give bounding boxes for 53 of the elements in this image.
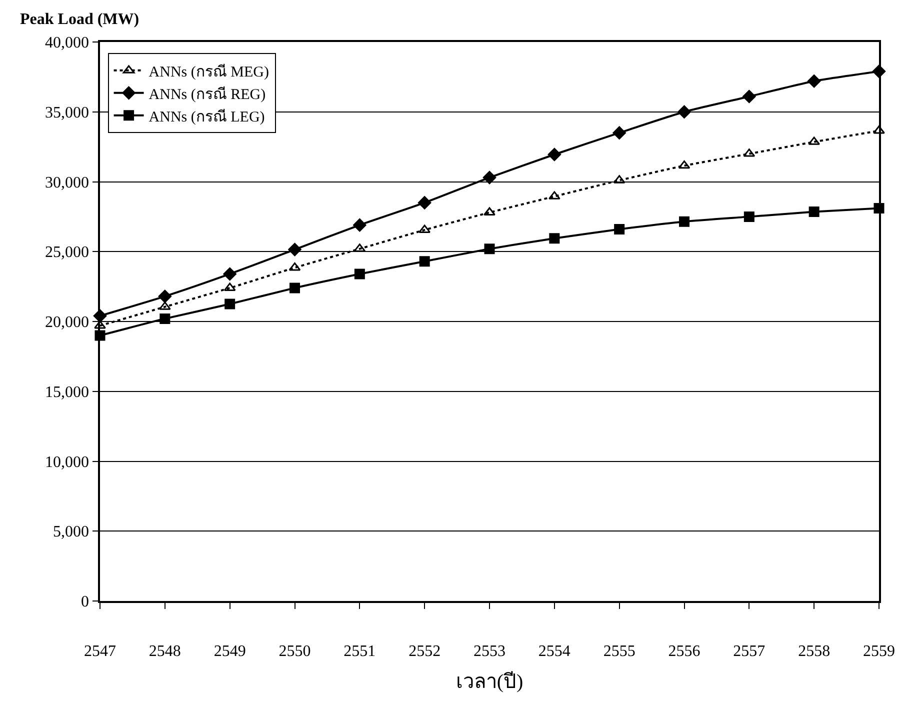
point — [484, 207, 496, 216]
point — [290, 282, 300, 294]
x-tick-label: 2550 — [278, 642, 311, 660]
x-tick-label: 2559 — [863, 642, 895, 660]
point — [742, 90, 756, 104]
x-tick-label: 2548 — [148, 642, 181, 660]
point — [679, 216, 690, 227]
x-tick-label: 2552 — [408, 642, 441, 660]
y-tick-label: 5,000 — [53, 524, 90, 541]
point — [158, 290, 172, 303]
x-tick-label: 2555 — [603, 642, 636, 660]
point — [224, 298, 236, 310]
x-tick-label: 2547 — [84, 642, 116, 660]
point — [419, 256, 430, 267]
x-tick-label: 2554 — [538, 642, 570, 660]
x-tick-label: 2557 — [733, 642, 766, 660]
point — [160, 313, 170, 324]
point — [354, 268, 365, 280]
legend-label: ANNs (กรณี REG) — [148, 86, 266, 103]
x-tick-label: 2551 — [344, 642, 376, 660]
point — [484, 244, 495, 254]
point — [353, 218, 366, 232]
y-axis-title: Peak Load (MW) — [20, 11, 140, 28]
y-tick-label: 0 — [81, 594, 90, 611]
point — [288, 262, 301, 271]
point — [614, 224, 625, 235]
legend-label: ANNs (กรณี LEG) — [148, 108, 265, 126]
point — [418, 196, 432, 210]
y-tick-label: 20,000 — [45, 314, 90, 332]
point — [288, 242, 302, 256]
x-axis-title: เวลา(ปี) — [456, 670, 524, 693]
y-tick-label: 30,000 — [45, 174, 90, 192]
point — [678, 160, 690, 169]
y-tick-label: 25,000 — [45, 244, 90, 262]
point — [678, 105, 691, 118]
x-tick-label: 2549 — [214, 642, 246, 660]
y-tick-label: 15,000 — [45, 384, 90, 401]
point — [873, 125, 885, 134]
y-tick-label: 10,000 — [45, 454, 90, 471]
point — [549, 233, 560, 244]
point — [612, 126, 626, 140]
legend-label: ANNs (กรณี MEG) — [148, 63, 269, 80]
x-tick-label: 2553 — [474, 642, 506, 660]
point — [548, 148, 562, 162]
y-tick-label: 35,000 — [45, 104, 90, 122]
y-tick-label: 40,000 — [45, 34, 90, 52]
point — [808, 206, 820, 218]
point — [807, 74, 821, 88]
point — [744, 211, 754, 222]
point — [482, 170, 496, 184]
x-tick-label: 2556 — [668, 642, 700, 660]
point — [223, 267, 236, 281]
x-tick-label: 2558 — [798, 642, 830, 660]
